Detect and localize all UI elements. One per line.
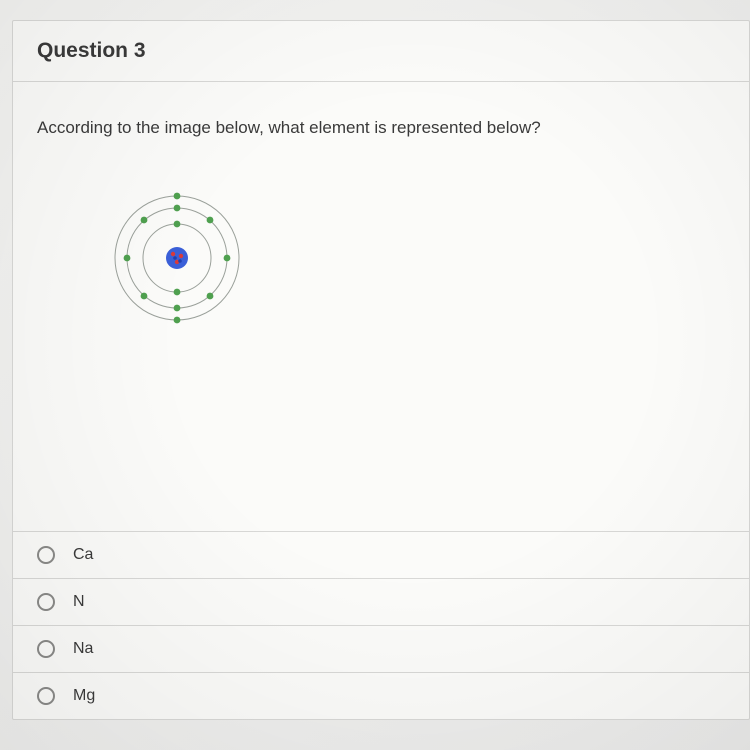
question-body: According to the image below, what eleme…	[13, 82, 749, 411]
quiz-page: Question 3 According to the image below,…	[0, 0, 750, 750]
option-row[interactable]: Na	[13, 625, 749, 672]
option-row[interactable]: Ca	[13, 531, 749, 578]
radio-icon[interactable]	[37, 593, 55, 611]
answer-options: Ca N Na Mg	[13, 531, 749, 719]
question-prompt: According to the image below, what eleme…	[37, 118, 725, 138]
option-label: Mg	[73, 687, 95, 705]
question-title: Question 3	[37, 39, 725, 63]
option-label: Na	[73, 640, 93, 658]
question-header: Question 3	[13, 21, 749, 82]
atom-diagram	[97, 178, 725, 343]
radio-icon[interactable]	[37, 640, 55, 658]
atom-svg	[97, 178, 257, 338]
radio-icon[interactable]	[37, 546, 55, 564]
option-label: N	[73, 593, 85, 611]
option-row[interactable]: N	[13, 578, 749, 625]
radio-icon[interactable]	[37, 687, 55, 705]
question-card: Question 3 According to the image below,…	[12, 20, 750, 720]
option-row[interactable]: Mg	[13, 672, 749, 719]
option-label: Ca	[73, 546, 93, 564]
